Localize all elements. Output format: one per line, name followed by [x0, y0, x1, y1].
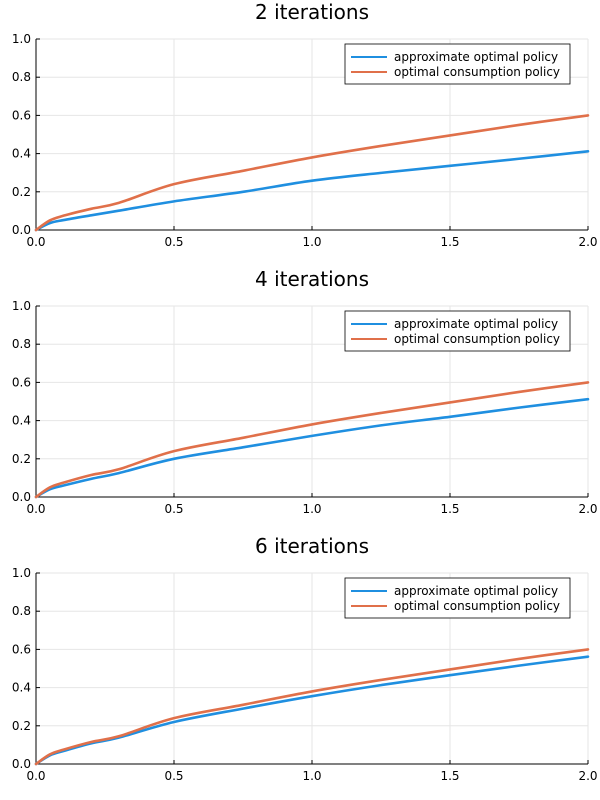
- y-tick-label: 0.4: [12, 147, 31, 161]
- x-tick-label: 1.5: [440, 769, 459, 783]
- y-tick-label: 0.2: [12, 185, 31, 199]
- subplot-title: 4 iterations: [255, 267, 369, 291]
- y-tick-label: 0.4: [12, 414, 31, 428]
- subplot-title: 6 iterations: [255, 534, 369, 558]
- x-tick-label: 0.5: [164, 235, 183, 249]
- y-tick-label: 0.8: [12, 604, 31, 618]
- legend-box: [344, 43, 571, 85]
- subplot-1: 2 iterations 0.0 0.5 1.0 1.5 2.0 0.0 0.2 0.4 0.6 0…: [12, 0, 598, 249]
- legend-label: optimal consumption policy: [394, 599, 560, 613]
- y-tick-label: 0.2: [12, 719, 31, 733]
- y-tick-label: 1.0: [12, 566, 31, 580]
- series-line-approximate: [34, 397, 590, 499]
- x-tick-label: 2.0: [578, 235, 597, 249]
- x-tick-label: 0.0: [26, 502, 45, 516]
- subplot-2: 4 iterations 0.0 0.5 1.0 1.5 2.0 0.0 0.2 0.4 0.6 0…: [12, 267, 598, 516]
- x-tick-label: 2.0: [578, 502, 597, 516]
- x-tick-label: 1.0: [302, 769, 321, 783]
- subplot-3: 6 iterations 0.0 0.5 1.0 1.5 2.0 0.0 0.2 0.4 0.6 0…: [12, 534, 598, 783]
- y-tick-label: 0.6: [12, 375, 31, 389]
- y-tick-label: 1.0: [12, 32, 31, 46]
- x-tick-label: 0.0: [26, 235, 45, 249]
- series-line-approximate: [34, 150, 590, 232]
- x-tick-label: 1.5: [440, 502, 459, 516]
- subplot-title: 2 iterations: [255, 0, 369, 24]
- y-tick-label: 0.6: [12, 642, 31, 656]
- y-tick-label: 0.8: [12, 70, 31, 84]
- y-tick-label: 0.0: [12, 757, 31, 771]
- y-tick-label: 0.8: [12, 337, 31, 351]
- x-tick-label: 0.5: [164, 502, 183, 516]
- x-tick-label: 1.0: [302, 502, 321, 516]
- legend-label: approximate optimal policy: [394, 584, 558, 598]
- y-tick-label: 0.0: [12, 223, 31, 237]
- x-tick-label: 2.0: [578, 769, 597, 783]
- legend-label: approximate optimal policy: [394, 317, 558, 331]
- series-line-optimal: [34, 114, 590, 232]
- y-tick-label: 0.4: [12, 681, 31, 695]
- y-tick-label: 0.0: [12, 490, 31, 504]
- y-tick-label: 0.6: [12, 108, 31, 122]
- legend-label: approximate optimal policy: [394, 50, 558, 64]
- legend-label: optimal consumption policy: [394, 332, 560, 346]
- x-tick-label: 0.0: [26, 769, 45, 783]
- series-line-optimal: [34, 648, 590, 766]
- y-tick-label: 1.0: [12, 299, 31, 313]
- x-tick-label: 1.0: [302, 235, 321, 249]
- legend-box: [344, 577, 571, 619]
- series-line-optimal: [34, 381, 590, 499]
- x-tick-label: 1.5: [440, 235, 459, 249]
- y-tick-label: 0.2: [12, 452, 31, 466]
- legend-box: [344, 310, 571, 352]
- legend-label: optimal consumption policy: [394, 65, 560, 79]
- x-tick-label: 0.5: [164, 769, 183, 783]
